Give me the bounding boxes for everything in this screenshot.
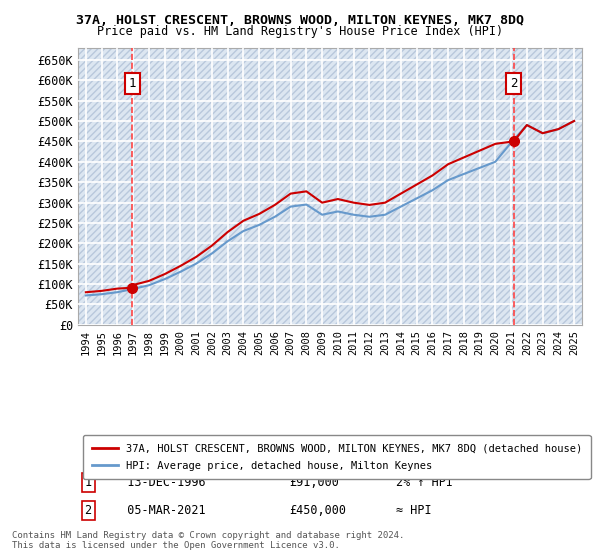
Legend: 37A, HOLST CRESCENT, BROWNS WOOD, MILTON KEYNES, MK7 8DQ (detached house), HPI: : 37A, HOLST CRESCENT, BROWNS WOOD, MILTON…: [83, 435, 590, 479]
Text: 2: 2: [510, 77, 518, 90]
Text: 13-DEC-1996: 13-DEC-1996: [113, 477, 206, 489]
Text: Contains HM Land Registry data © Crown copyright and database right 2024.
This d: Contains HM Land Registry data © Crown c…: [12, 530, 404, 550]
Text: £450,000: £450,000: [290, 504, 347, 517]
Text: 37A, HOLST CRESCENT, BROWNS WOOD, MILTON KEYNES, MK7 8DQ: 37A, HOLST CRESCENT, BROWNS WOOD, MILTON…: [76, 14, 524, 27]
Text: 2% ↑ HPI: 2% ↑ HPI: [395, 477, 452, 489]
Text: 2: 2: [85, 504, 92, 517]
Text: Price paid vs. HM Land Registry's House Price Index (HPI): Price paid vs. HM Land Registry's House …: [97, 25, 503, 38]
Text: £91,000: £91,000: [290, 477, 340, 489]
Text: 1: 1: [129, 77, 136, 90]
Text: ≈ HPI: ≈ HPI: [395, 504, 431, 517]
Text: 1: 1: [85, 477, 92, 489]
Text: 05-MAR-2021: 05-MAR-2021: [113, 504, 206, 517]
